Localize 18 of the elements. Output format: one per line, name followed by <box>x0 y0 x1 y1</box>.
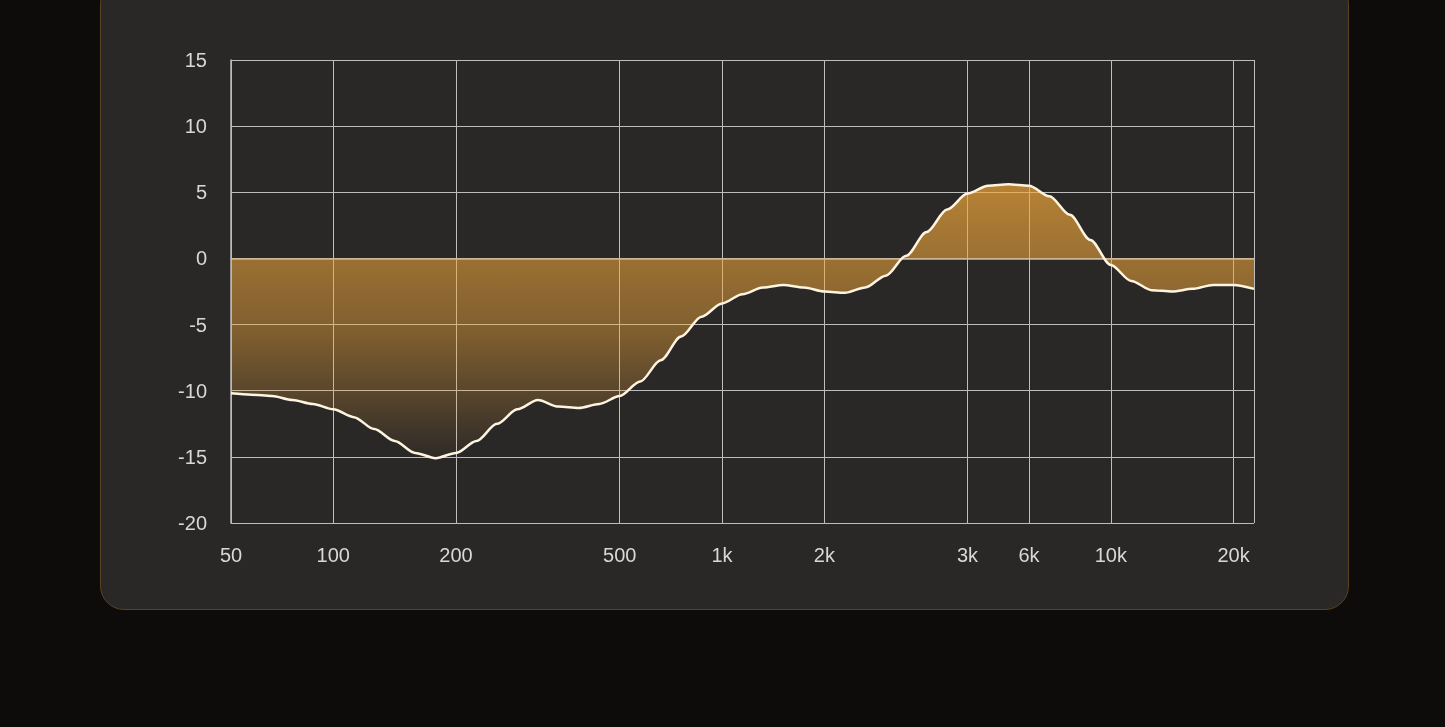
y-tick-label: -20 <box>178 512 207 534</box>
x-tick-label: 3k <box>957 544 980 566</box>
y-tick-label: 0 <box>195 247 207 270</box>
y-tick-label: 15 <box>184 49 207 71</box>
y-tick-label: -5 <box>189 313 207 336</box>
x-tick-label: 6k <box>1018 544 1041 566</box>
x-tick-label: 2k <box>813 544 836 566</box>
x-tick-label: 20k <box>1217 544 1251 566</box>
x-tick-label: 100 <box>316 544 350 566</box>
x-tick-label: 500 <box>603 544 637 566</box>
x-tick-label: 10k <box>1094 544 1128 566</box>
x-tick-label: 50 <box>219 544 243 566</box>
y-tick-label: -10 <box>178 379 207 402</box>
y-tick-label: 5 <box>195 181 207 204</box>
x-tick-label: 1k <box>711 544 734 566</box>
y-tick-label: 10 <box>184 115 207 138</box>
y-tick-label: -15 <box>178 445 207 468</box>
x-tick-label: 200 <box>439 544 473 566</box>
